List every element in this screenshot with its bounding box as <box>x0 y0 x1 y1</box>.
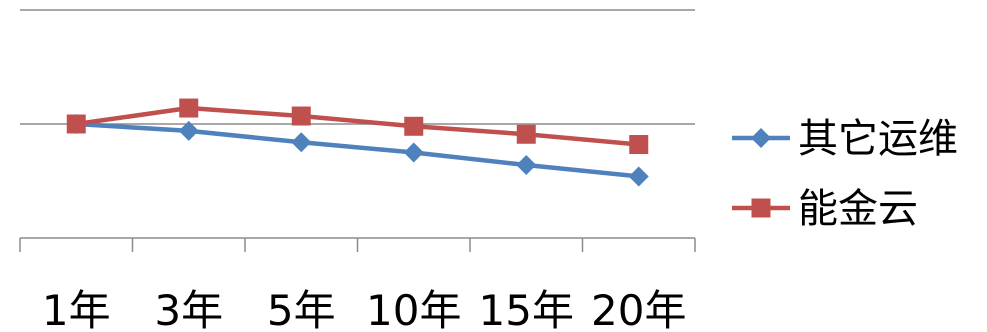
data-point-diamond <box>628 166 649 187</box>
data-point-square <box>404 116 424 136</box>
data-point-diamond <box>403 142 424 163</box>
legend-label: 能金云 <box>798 186 918 232</box>
data-point-diamond <box>751 128 771 148</box>
x-axis <box>19 237 696 252</box>
series-markers <box>66 98 649 187</box>
data-point-square <box>179 98 199 118</box>
series-line-1 <box>75 105 639 147</box>
x-tick-label: 5年 <box>267 286 336 332</box>
data-point-diamond <box>178 120 199 141</box>
data-point-square <box>516 124 536 144</box>
x-tick-label: 3年 <box>154 286 223 332</box>
x-tick-label: 1年 <box>42 286 111 332</box>
data-point-diamond <box>516 155 537 176</box>
legend-label: 其它运维 <box>798 116 958 162</box>
data-point-square <box>751 198 771 218</box>
data-point-square <box>291 106 311 126</box>
data-point-square <box>629 135 649 155</box>
series-lines <box>75 105 639 179</box>
x-tick-label: 20年 <box>591 286 686 332</box>
series-line-0 <box>76 121 639 179</box>
data-point-square <box>66 114 86 134</box>
data-point-diamond <box>291 132 312 153</box>
x-tick-labels: 1年 3年 5年 10年 15年 20年 <box>42 286 687 332</box>
gridlines <box>20 9 695 125</box>
x-tick-label: 15年 <box>479 286 574 332</box>
x-tick-label: 10年 <box>366 286 461 332</box>
